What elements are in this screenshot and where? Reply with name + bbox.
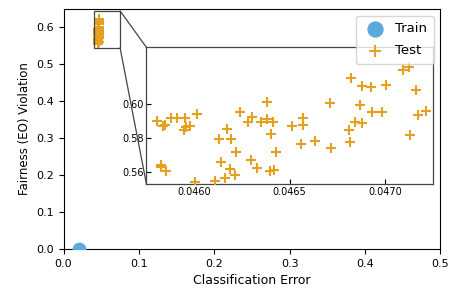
Test	[95, 33, 102, 38]
Test	[95, 34, 102, 39]
Test	[95, 39, 102, 44]
Test	[94, 27, 102, 32]
Test	[95, 33, 102, 38]
Test	[94, 31, 102, 35]
Test	[94, 28, 102, 33]
Train	[75, 247, 82, 251]
Test	[95, 27, 103, 32]
Test	[95, 39, 102, 44]
Test	[94, 30, 102, 35]
Test	[95, 25, 102, 29]
Test	[95, 29, 102, 34]
Test	[94, 28, 102, 33]
Test	[95, 26, 103, 30]
Test	[95, 29, 102, 34]
Test	[95, 22, 103, 27]
Test	[95, 40, 102, 44]
Test	[95, 33, 103, 38]
Legend: Train, Test: Train, Test	[355, 16, 434, 64]
Test	[95, 25, 103, 30]
Test	[95, 18, 103, 22]
Test	[95, 38, 102, 42]
Test	[95, 35, 102, 40]
Test	[94, 30, 102, 35]
Test	[95, 27, 103, 32]
Test	[95, 21, 103, 26]
Test	[95, 26, 103, 31]
Test	[94, 30, 102, 34]
Test	[95, 33, 102, 38]
Test	[95, 32, 103, 37]
Test	[94, 38, 102, 43]
Test	[95, 20, 103, 24]
Test	[95, 21, 103, 26]
Test	[95, 31, 103, 35]
Test	[94, 28, 102, 33]
Test	[95, 30, 102, 35]
Test	[95, 27, 102, 32]
Test	[95, 40, 102, 44]
Test	[95, 21, 103, 26]
Test	[94, 30, 102, 35]
Test	[95, 34, 103, 39]
Test	[95, 28, 102, 33]
Test	[95, 28, 102, 33]
Test	[95, 30, 102, 34]
Test	[94, 39, 102, 44]
Test	[95, 40, 102, 45]
Y-axis label: Fairness (EO) Violation: Fairness (EO) Violation	[18, 63, 30, 195]
Test	[95, 30, 102, 34]
Test	[95, 29, 102, 34]
Test	[95, 42, 102, 46]
Test	[95, 27, 103, 32]
Test	[95, 41, 102, 46]
Test	[95, 35, 102, 40]
Test	[95, 29, 103, 34]
Test	[94, 40, 102, 44]
Test	[94, 29, 102, 34]
Test	[95, 28, 102, 33]
Test	[95, 29, 103, 34]
Test	[95, 37, 102, 42]
Test	[95, 17, 103, 22]
Test	[95, 32, 102, 36]
X-axis label: Classification Error: Classification Error	[193, 274, 311, 287]
Test	[94, 42, 102, 47]
